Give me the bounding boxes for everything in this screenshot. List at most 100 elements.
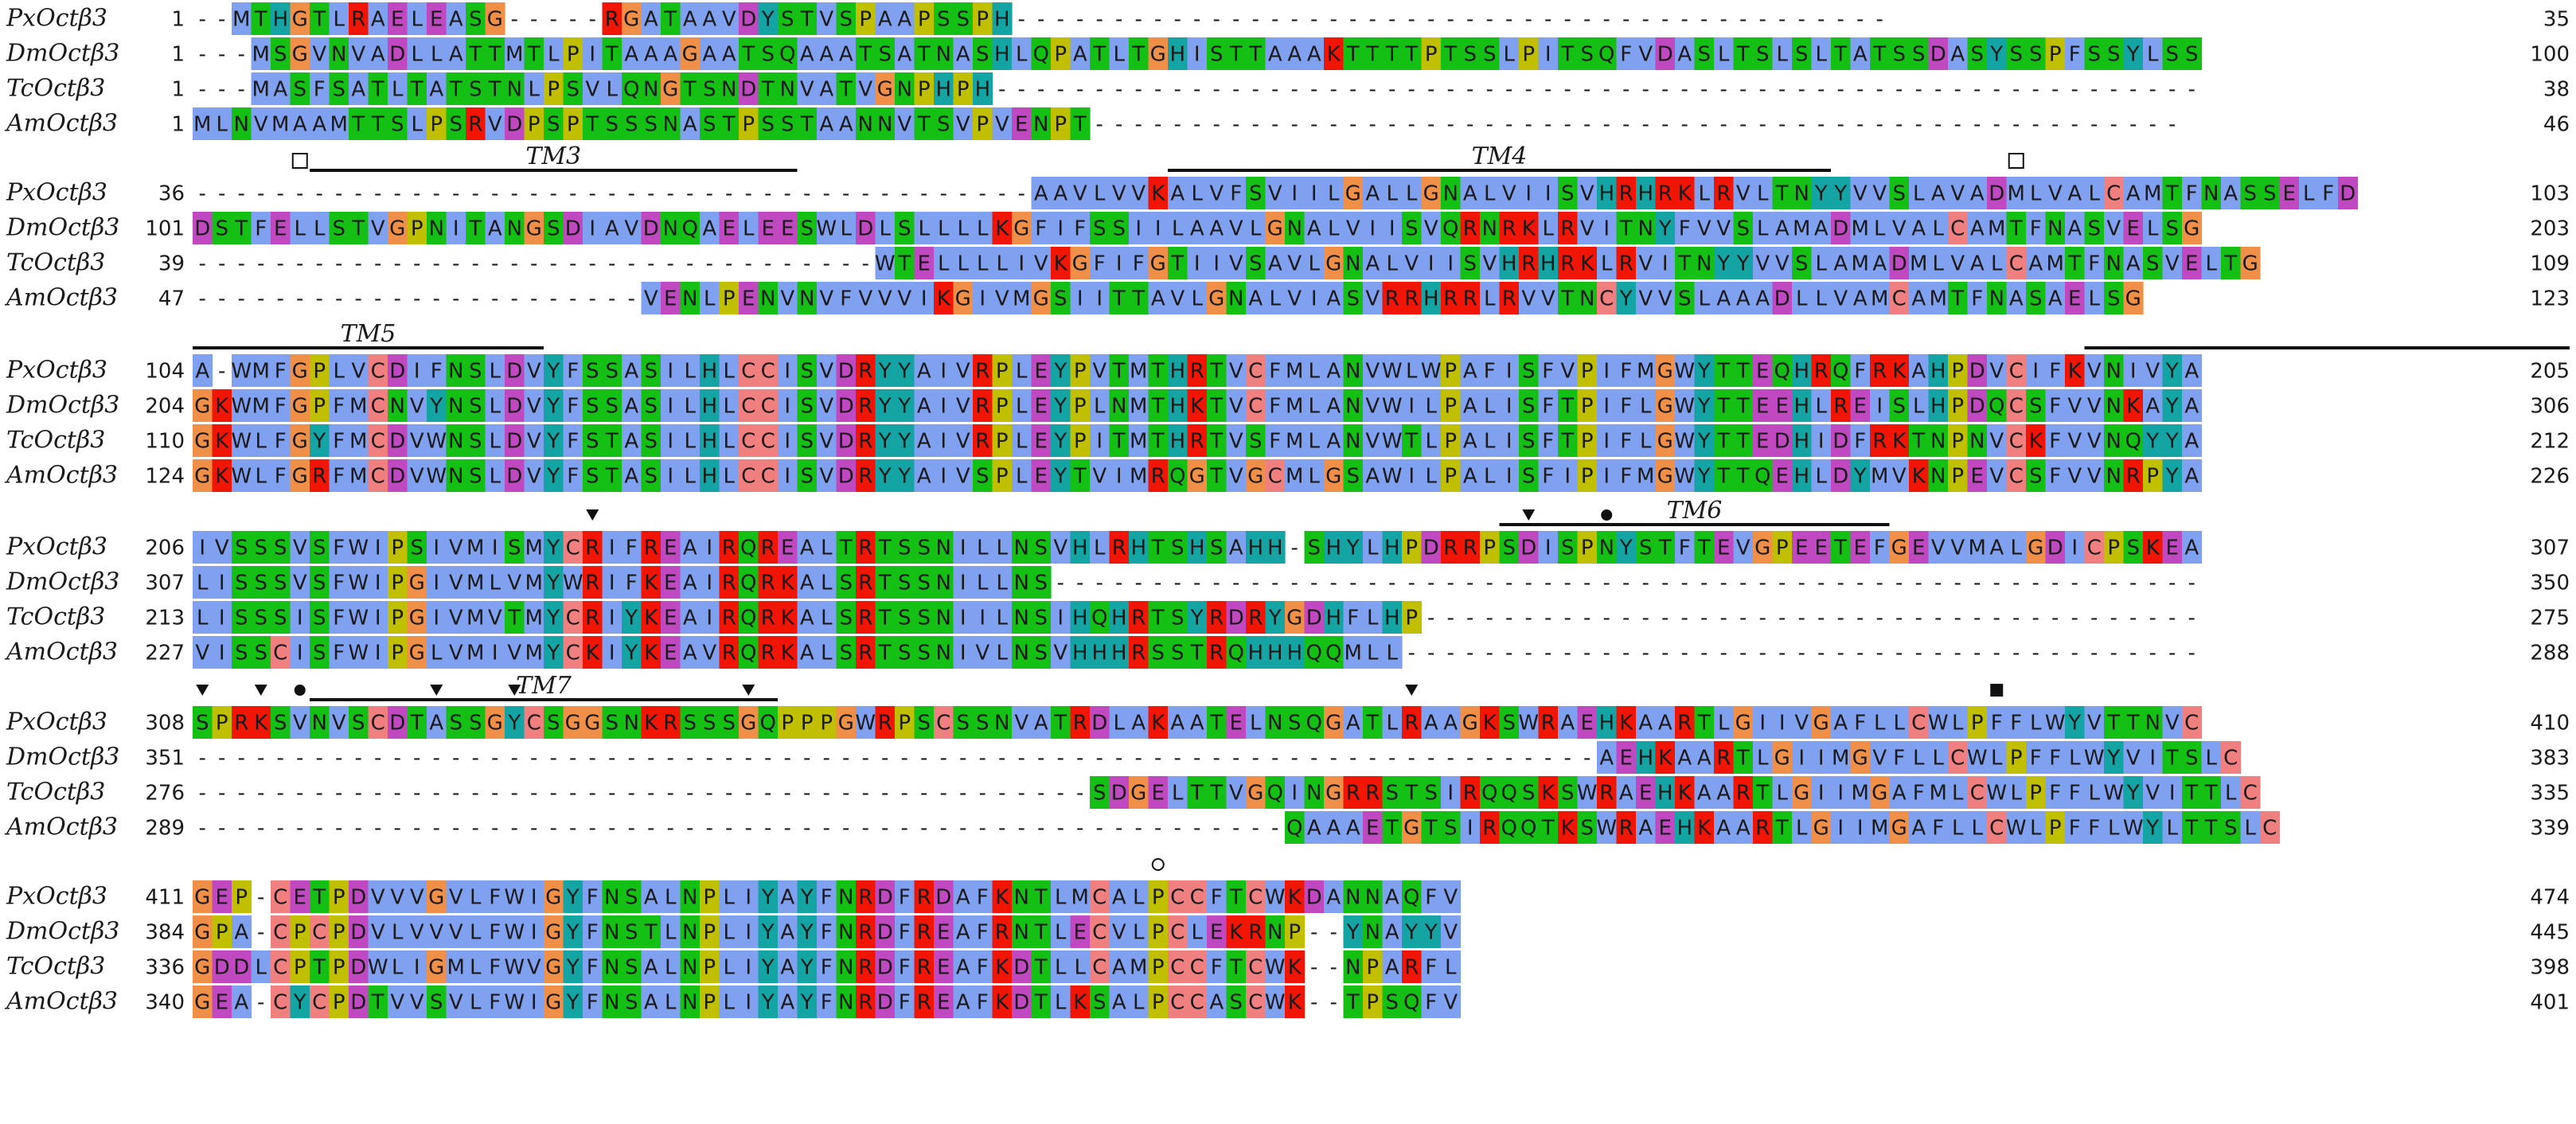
residue-letter: - xyxy=(491,182,498,206)
residue-letter: A xyxy=(1619,782,1633,806)
residue-letter: - xyxy=(1408,78,1415,102)
residue-letter: H xyxy=(1247,642,1263,665)
residue-letter: - xyxy=(1603,607,1610,630)
residue-letter: I xyxy=(1447,252,1454,276)
residue-letter: - xyxy=(374,817,381,841)
residue-letter: - xyxy=(745,817,752,841)
residue-letter: L xyxy=(1952,782,1964,806)
residue-letter: V xyxy=(956,395,970,419)
residue-cell xyxy=(563,37,584,70)
residue-letter: V xyxy=(1092,360,1107,384)
residue-letter: - xyxy=(1057,572,1064,595)
residue-letter: - xyxy=(1349,572,1356,595)
residue-letter: V xyxy=(449,642,463,665)
residue-cell xyxy=(641,2,662,35)
residue-letter: D xyxy=(506,113,522,137)
residue-letter: A xyxy=(683,642,697,665)
residue-letter: F xyxy=(567,395,579,419)
residue-letter: V xyxy=(1014,712,1028,736)
residue-letter: S xyxy=(878,43,892,67)
residue-letter: W xyxy=(2045,712,2066,736)
residue-letter: S xyxy=(1307,537,1321,560)
residue-letter: A xyxy=(2009,287,2024,311)
residue-letter: - xyxy=(511,747,518,771)
residue-letter: - xyxy=(2168,78,2176,102)
residue-letter: Y xyxy=(800,921,814,945)
residue-letter: A xyxy=(624,395,638,419)
residue-letter: A xyxy=(1248,287,1263,311)
residue-letter: E xyxy=(664,537,677,560)
residue-letter: S xyxy=(1405,217,1419,241)
residue-letter: I xyxy=(1506,465,1512,489)
residue-letter: - xyxy=(335,252,342,276)
residue-letter: N xyxy=(1306,782,1321,806)
residue-letter: P xyxy=(1366,956,1379,980)
residue-letter: V xyxy=(819,395,833,419)
residue-letter: A xyxy=(1872,252,1887,276)
residue-cell xyxy=(914,2,935,35)
residue-letter: S xyxy=(800,360,814,384)
row-end-number: 401 xyxy=(2530,991,2570,1015)
residue-letter: A xyxy=(878,8,892,32)
residue-letter: A xyxy=(1970,217,1985,241)
residue-letter: H xyxy=(1169,43,1185,67)
residue-letter: V xyxy=(527,430,541,454)
residue-letter: I xyxy=(2032,360,2039,384)
residue-letter: D xyxy=(877,991,893,1015)
residue-letter: - xyxy=(1895,113,1903,137)
residue-letter: T xyxy=(1209,360,1223,384)
residue-letter: F xyxy=(1211,886,1223,910)
residue-letter: A xyxy=(1911,217,1926,241)
residue-letter: M xyxy=(525,642,543,665)
residue-letter: C xyxy=(1248,991,1263,1015)
residue-letter: - xyxy=(1895,572,1903,595)
residue-letter: - xyxy=(550,782,557,806)
row-start-number: 1 xyxy=(171,8,185,32)
residue-letter: - xyxy=(1622,572,1630,595)
residue-letter: M xyxy=(1130,360,1147,384)
residue-letter: P xyxy=(333,956,345,980)
residue-letter: T xyxy=(1736,465,1750,489)
residue-letter: V xyxy=(527,360,541,384)
residue-letter: A xyxy=(644,956,658,980)
residue-letter: A xyxy=(1326,886,1341,910)
residue-letter: - xyxy=(2071,113,2078,137)
residue-letter: R xyxy=(468,113,482,137)
residue-letter: - xyxy=(647,782,654,806)
residue-letter: S xyxy=(235,537,248,560)
residue-letter: D xyxy=(389,465,405,489)
residue-letter: V xyxy=(410,465,424,489)
residue-letter: A xyxy=(2145,395,2160,419)
residue-letter: W xyxy=(1596,817,1617,841)
row-start-number: 124 xyxy=(145,465,185,489)
residue-letter: S xyxy=(703,78,716,102)
residue-letter: N xyxy=(1930,465,1946,489)
residue-letter: L xyxy=(548,43,560,67)
residue-letter: V xyxy=(351,360,365,384)
residue-letter: Y xyxy=(2165,360,2179,384)
residue-letter: A xyxy=(1229,537,1243,560)
residue-letter: Y xyxy=(2145,430,2159,454)
residue-letter: - xyxy=(413,817,420,841)
residue-letter: G xyxy=(1247,465,1263,489)
residue-letter: A xyxy=(722,43,736,67)
residue-letter: L xyxy=(2030,712,2042,736)
residue-letter: M xyxy=(271,113,289,137)
residue-cell xyxy=(505,37,525,70)
residue-letter: - xyxy=(1681,607,1688,630)
residue-letter: I xyxy=(1662,252,1669,276)
residue-letter: F xyxy=(489,991,501,1015)
residue-letter: N xyxy=(936,572,951,595)
residue-letter: - xyxy=(1564,607,1571,630)
residue-letter: - xyxy=(803,747,810,771)
residue-letter: - xyxy=(1174,747,1181,771)
residue-letter: - xyxy=(1661,642,1669,665)
residue-letter: P xyxy=(2049,43,2062,67)
residue-letter: W xyxy=(1674,465,1695,489)
residue-letter: F xyxy=(899,886,911,910)
residue-letter: Q xyxy=(1033,43,1049,67)
residue-letter: N xyxy=(1287,217,1302,241)
residue-letter: L xyxy=(431,642,443,665)
residue-letter: S xyxy=(800,395,814,419)
